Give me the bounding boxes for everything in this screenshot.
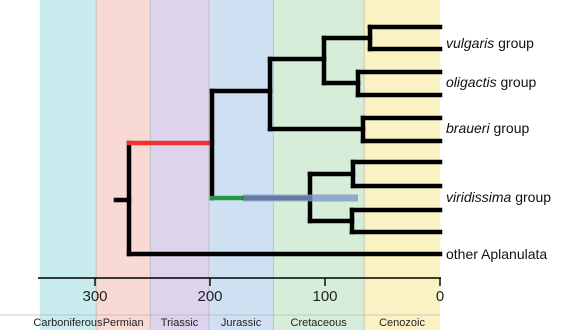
- period-band-triassic: [150, 0, 209, 330]
- axis-tick-label-100: 100: [312, 288, 337, 305]
- period-label-permian: Permian: [103, 317, 144, 329]
- tree-branches: [113, 24, 443, 257]
- clade-label-vulgaris: vulgaris group: [446, 35, 534, 51]
- period-labels: Carboniferous Permian Triassic Jurassic Cret…: [33, 317, 425, 329]
- period-label-cenozoic: Cenozoic: [379, 317, 425, 329]
- period-band-jurassic: [208, 0, 274, 330]
- period-band-cretaceous: [273, 0, 365, 330]
- period-band-permian: [96, 0, 151, 330]
- period-label-triassic: Triassic: [161, 317, 199, 329]
- period-band-cenozoic: [364, 0, 440, 330]
- clade-label-braueri: braueri group: [446, 120, 530, 136]
- clade-label-oligactis: oligactis group: [446, 74, 537, 90]
- axis-tick-labels: 300 200 100 0: [82, 288, 444, 305]
- time-axis: [38, 277, 441, 286]
- period-band-carboniferous: [39, 0, 97, 330]
- axis-tick-label-200: 200: [197, 288, 222, 305]
- clade-label-viridissima: viridissima group: [446, 189, 551, 205]
- clade-label-other-aplanulata: other Aplanulata: [446, 246, 547, 262]
- period-bands: [0, 0, 440, 330]
- period-label-jurassic: Jurassic: [221, 317, 262, 329]
- axis-tick-label-300: 300: [82, 288, 107, 305]
- period-label-cretaceous: Cretaceous: [291, 317, 348, 329]
- age-interval-bar: [243, 194, 358, 202]
- clade-labels: vulgaris group oligactis group braueri g…: [446, 35, 551, 262]
- period-label-carboniferous: Carboniferous: [33, 317, 103, 329]
- axis-tick-label-0: 0: [436, 288, 444, 305]
